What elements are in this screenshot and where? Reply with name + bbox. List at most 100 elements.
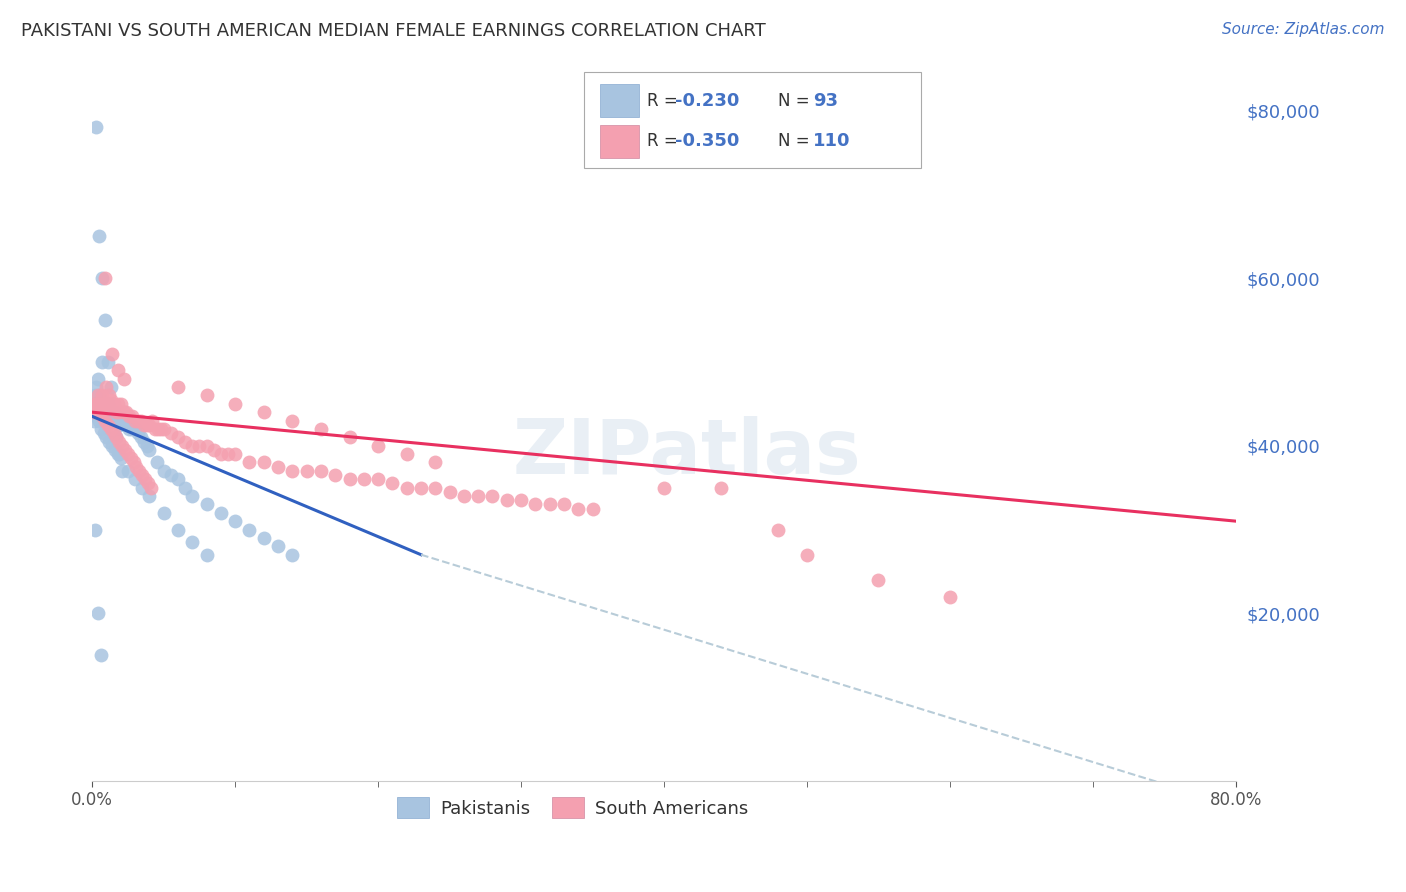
Point — [281, 464, 304, 478]
Point — [84, 523, 107, 537]
Point — [104, 442, 127, 457]
Text: 93: 93 — [813, 92, 838, 110]
Point — [105, 430, 128, 444]
Point — [195, 497, 218, 511]
Point — [94, 271, 117, 285]
Point — [83, 405, 105, 419]
Point — [96, 430, 118, 444]
Point — [323, 468, 346, 483]
Point — [94, 313, 117, 327]
Point — [97, 355, 120, 369]
Point — [167, 380, 190, 394]
Point — [309, 422, 332, 436]
Point — [96, 380, 118, 394]
Point — [98, 388, 121, 402]
Point — [114, 442, 136, 457]
Point — [152, 422, 174, 436]
Point — [439, 484, 461, 499]
Point — [395, 481, 418, 495]
Point — [339, 430, 361, 444]
Point — [97, 397, 120, 411]
Point — [103, 426, 125, 441]
Point — [86, 397, 108, 411]
Point — [202, 442, 225, 457]
Point — [481, 489, 503, 503]
Point — [143, 422, 166, 436]
Point — [90, 397, 112, 411]
Point — [89, 405, 111, 419]
Point — [98, 434, 121, 449]
Point — [87, 372, 110, 386]
Point — [105, 409, 128, 424]
Point — [129, 413, 152, 427]
Point — [86, 380, 108, 394]
Point — [93, 413, 115, 427]
Point — [108, 447, 131, 461]
Point — [98, 401, 121, 415]
Point — [124, 413, 146, 427]
Point — [105, 430, 128, 444]
Point — [86, 409, 108, 424]
Text: Source: ZipAtlas.com: Source: ZipAtlas.com — [1222, 22, 1385, 37]
Point — [90, 648, 112, 663]
Point — [100, 405, 122, 419]
Point — [195, 548, 218, 562]
Point — [253, 405, 276, 419]
Point — [309, 464, 332, 478]
Point — [710, 481, 733, 495]
Point — [108, 434, 131, 449]
Point — [136, 476, 159, 491]
FancyBboxPatch shape — [583, 72, 921, 169]
Point — [152, 506, 174, 520]
Point — [91, 409, 114, 424]
Point — [90, 409, 112, 424]
Point — [93, 397, 115, 411]
Point — [110, 451, 132, 466]
Point — [167, 523, 190, 537]
Text: R =: R = — [647, 92, 683, 110]
Point — [87, 607, 110, 621]
Point — [121, 422, 143, 436]
Point — [167, 430, 190, 444]
Point — [217, 447, 239, 461]
Point — [86, 120, 108, 135]
Point — [104, 413, 127, 427]
Point — [267, 539, 290, 553]
Point — [117, 447, 139, 461]
Point — [125, 459, 148, 474]
Point — [90, 422, 112, 436]
Point — [339, 472, 361, 486]
Point — [120, 417, 142, 432]
Point — [188, 439, 211, 453]
Text: 110: 110 — [813, 132, 851, 150]
Point — [381, 476, 404, 491]
Point — [117, 464, 139, 478]
Point — [145, 455, 167, 469]
Point — [138, 442, 160, 457]
Point — [111, 413, 134, 427]
Point — [367, 472, 389, 486]
Text: PAKISTANI VS SOUTH AMERICAN MEDIAN FEMALE EARNINGS CORRELATION CHART: PAKISTANI VS SOUTH AMERICAN MEDIAN FEMAL… — [21, 22, 766, 40]
Point — [425, 481, 447, 495]
Point — [100, 392, 122, 407]
Point — [94, 401, 117, 415]
Point — [152, 464, 174, 478]
Point — [90, 397, 112, 411]
Point — [84, 388, 107, 402]
Point — [103, 405, 125, 419]
Point — [107, 363, 129, 377]
Point — [96, 413, 118, 427]
Point — [100, 380, 122, 394]
Point — [111, 439, 134, 453]
Point — [209, 506, 232, 520]
Point — [86, 397, 108, 411]
Point — [209, 447, 232, 461]
Point — [141, 413, 163, 427]
Point — [159, 426, 181, 441]
Point — [135, 417, 157, 432]
Point — [117, 417, 139, 432]
Point — [93, 426, 115, 441]
Point — [118, 409, 141, 424]
Point — [868, 573, 890, 587]
Point — [84, 405, 107, 419]
